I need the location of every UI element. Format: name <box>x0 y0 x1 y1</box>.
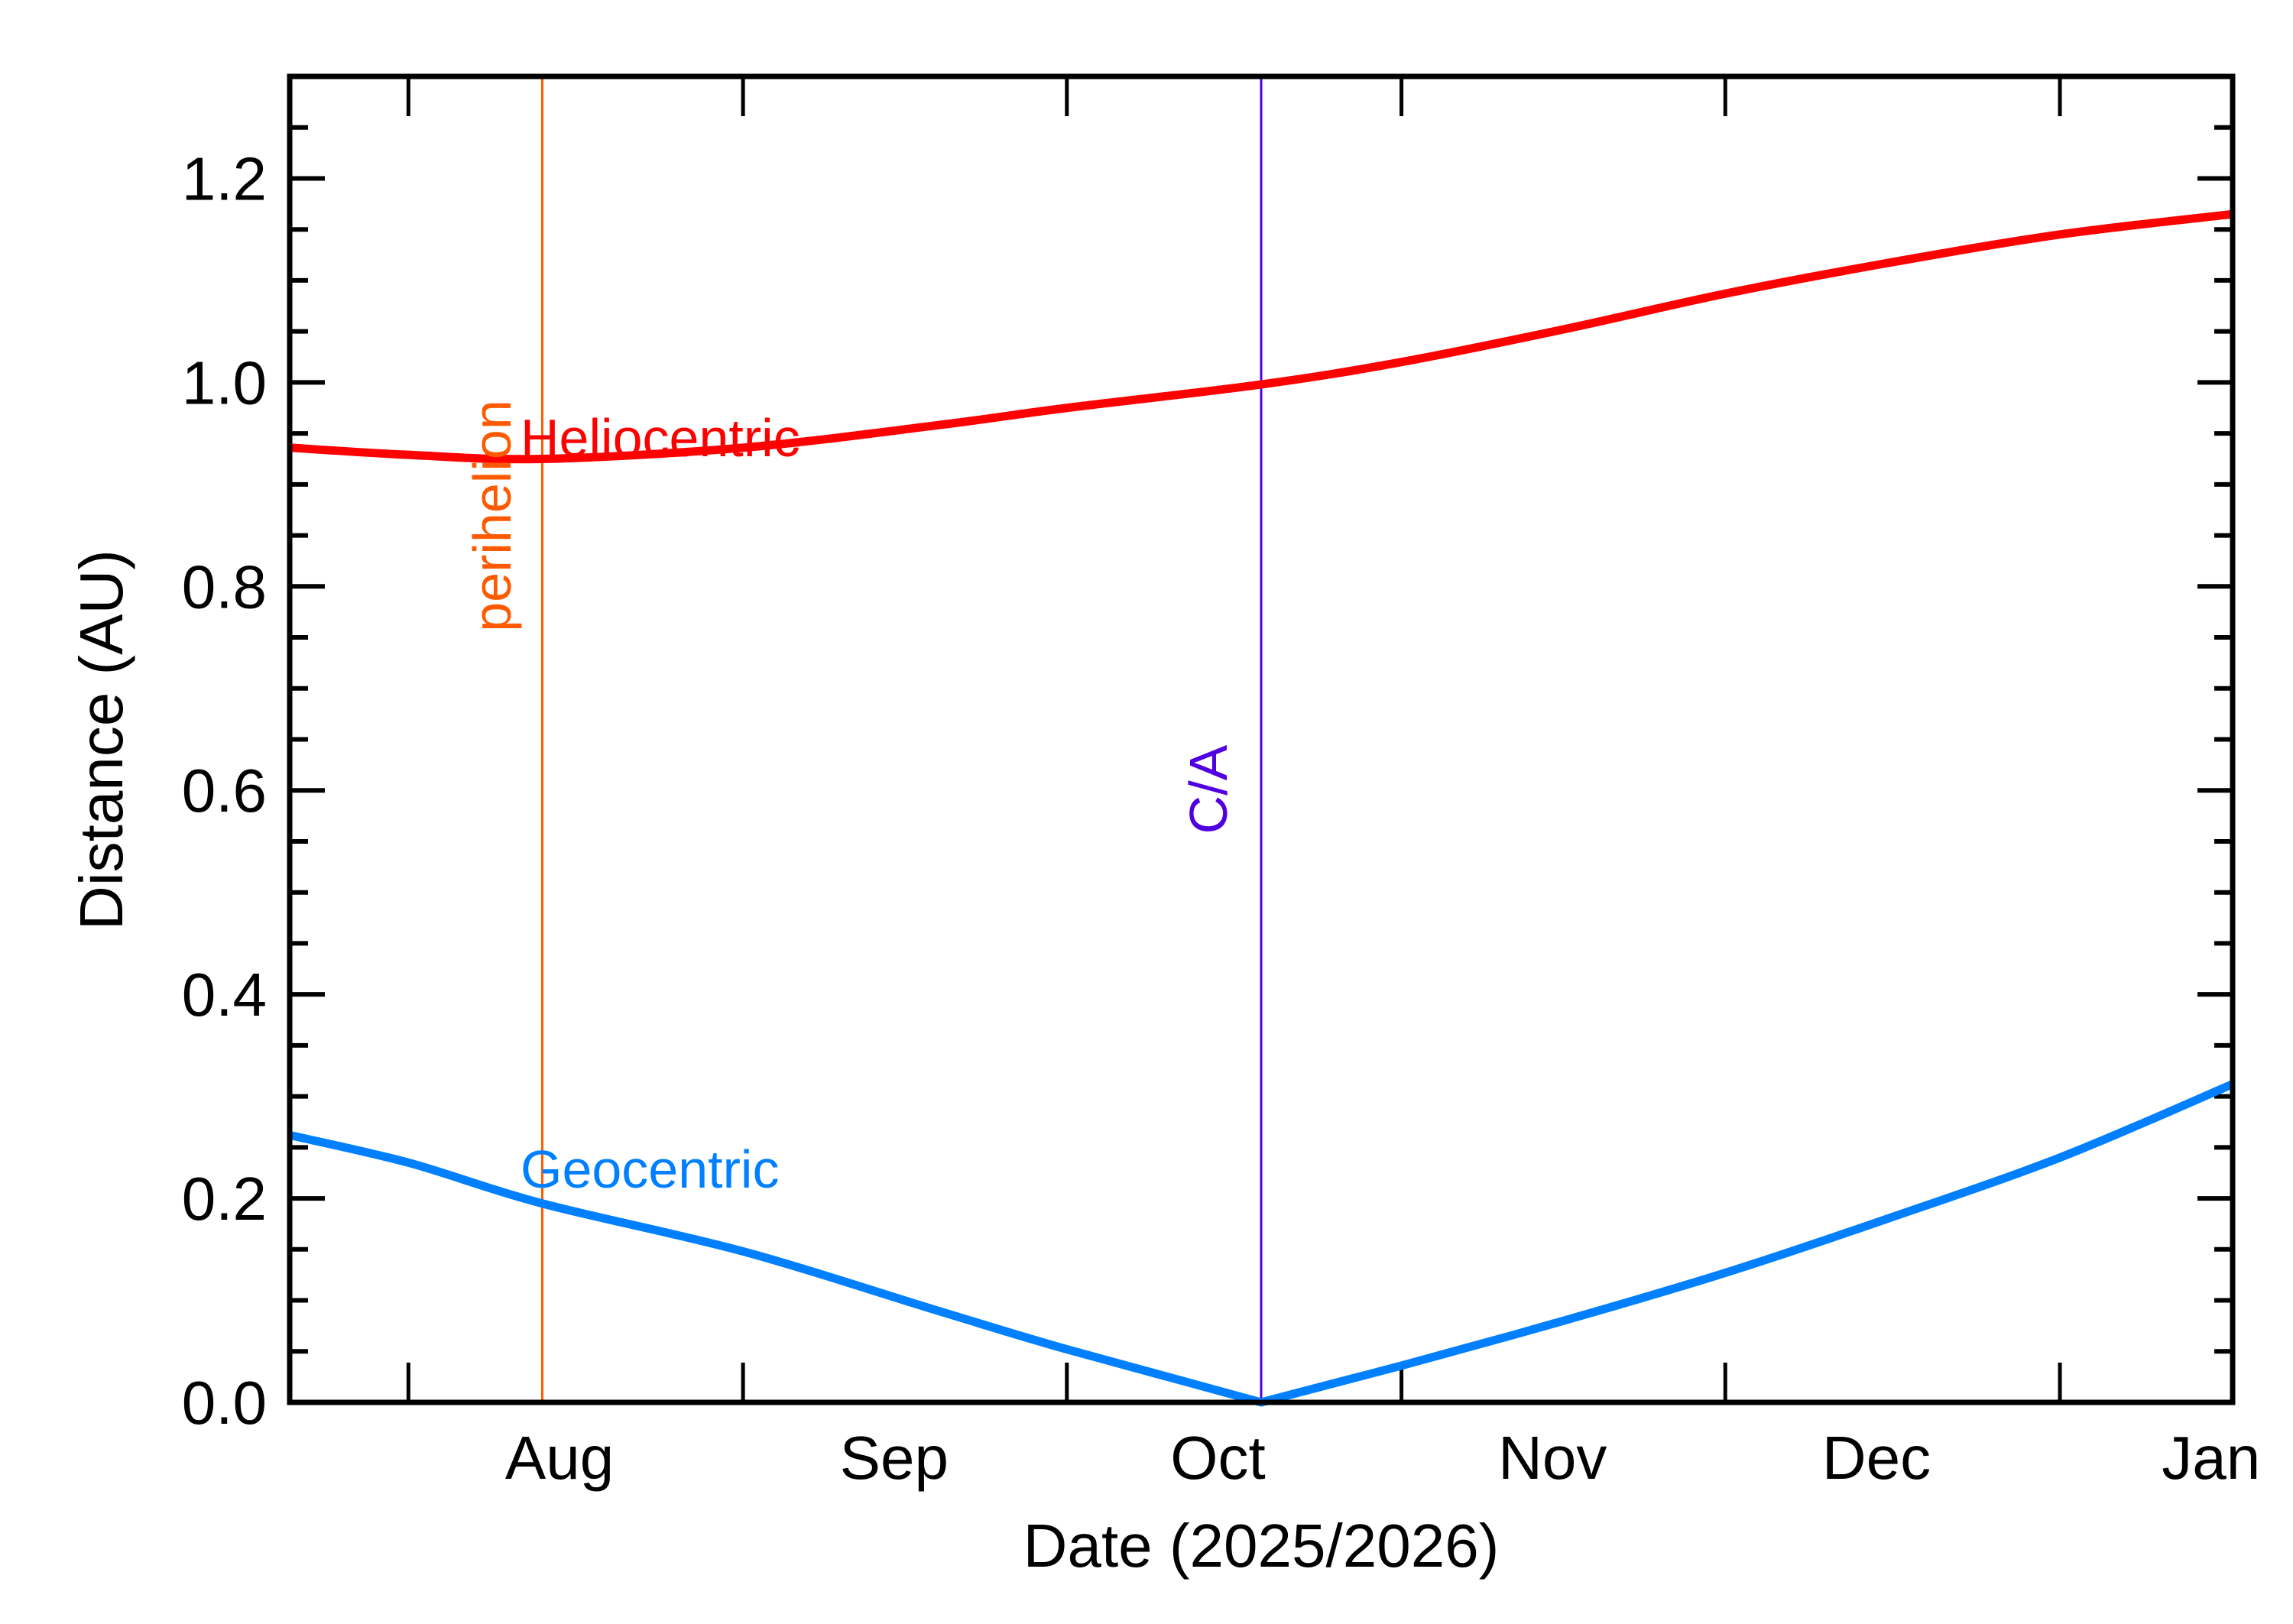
y-axis-title: Distance (AU) <box>67 549 135 930</box>
plot-frame <box>287 73 2236 1405</box>
y-tick-label: 0.8 <box>182 553 267 621</box>
perihelion-label: perihelion <box>462 400 522 632</box>
x-tick-label: Nov <box>1498 1424 1607 1492</box>
series-lines <box>288 209 2235 1407</box>
event-lines <box>540 76 1263 1402</box>
x-tick-label: Aug <box>505 1424 614 1492</box>
y-tick-label: 0.6 <box>182 757 267 825</box>
geocentric-label: Geocentric <box>521 1139 779 1199</box>
heliocentric-distance-line <box>289 209 2233 464</box>
x-tick-label: Oct <box>1170 1424 1265 1492</box>
x-axis-title: Date (2025/2026) <box>1023 1512 1500 1580</box>
x-tick-label: Jan <box>2162 1424 2260 1492</box>
heliocentric-label: Heliocentric <box>521 408 800 468</box>
tick-labels: 0.0 0.2 0.4 0.6 0.8 1.0 1.2 Aug Sep Oct Nov Dec Jan <box>182 144 2260 1492</box>
x-tick-label: Dec <box>1822 1424 1931 1492</box>
y-tick-label: 0.4 <box>182 961 267 1029</box>
y-tick-label: 1.0 <box>182 348 267 417</box>
geocentric-distance-line <box>288 1080 2235 1407</box>
axis-ticks <box>290 74 2233 1405</box>
y-tick-label: 0.0 <box>182 1369 267 1437</box>
x-tick-label: Sep <box>840 1424 949 1492</box>
y-tick-label: 0.2 <box>182 1165 267 1233</box>
closest-approach-label: C/A <box>1179 744 1238 834</box>
y-tick-label: 1.2 <box>182 144 267 212</box>
